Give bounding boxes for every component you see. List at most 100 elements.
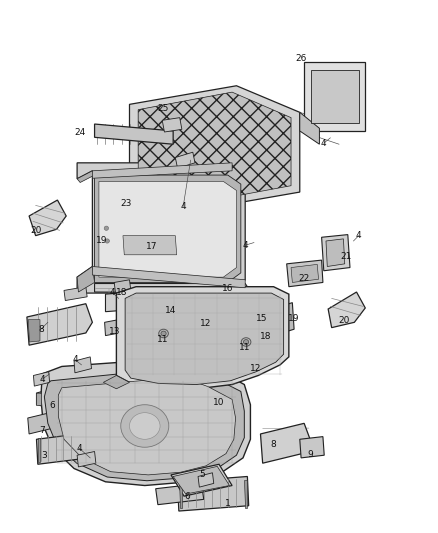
Polygon shape [77, 451, 96, 467]
Polygon shape [258, 305, 278, 330]
Text: 4: 4 [321, 139, 327, 148]
Text: 19: 19 [96, 237, 108, 246]
Polygon shape [103, 375, 130, 389]
Text: 12: 12 [200, 319, 212, 328]
Polygon shape [99, 181, 237, 277]
Text: 6: 6 [49, 401, 55, 410]
Polygon shape [198, 473, 214, 487]
Text: 18: 18 [260, 332, 272, 341]
Text: 3: 3 [42, 451, 47, 460]
Text: 13: 13 [109, 327, 120, 336]
Polygon shape [77, 266, 95, 292]
Text: 4: 4 [180, 202, 186, 211]
Text: 8: 8 [271, 440, 276, 449]
Polygon shape [130, 86, 300, 211]
Polygon shape [27, 304, 92, 345]
Text: 18: 18 [117, 287, 128, 296]
Polygon shape [106, 289, 175, 312]
Polygon shape [92, 266, 245, 288]
Ellipse shape [161, 331, 166, 336]
Text: 20: 20 [338, 316, 350, 325]
Polygon shape [173, 466, 230, 494]
Polygon shape [44, 368, 244, 481]
Polygon shape [123, 236, 177, 255]
Text: 26: 26 [295, 54, 307, 62]
Polygon shape [28, 320, 40, 342]
Polygon shape [162, 118, 182, 132]
Polygon shape [258, 328, 274, 341]
Text: 9: 9 [308, 450, 314, 459]
Text: 14: 14 [165, 305, 177, 314]
Ellipse shape [241, 338, 251, 346]
Polygon shape [125, 293, 284, 384]
Polygon shape [95, 175, 241, 282]
Polygon shape [326, 239, 345, 266]
Polygon shape [300, 437, 324, 458]
Polygon shape [261, 423, 311, 463]
Text: 11: 11 [239, 343, 250, 352]
Text: 16: 16 [222, 284, 233, 293]
Polygon shape [114, 280, 131, 293]
Polygon shape [36, 434, 81, 464]
Text: 4: 4 [77, 444, 82, 453]
Text: 19: 19 [288, 314, 300, 323]
Polygon shape [321, 235, 350, 271]
Polygon shape [179, 480, 182, 508]
Polygon shape [28, 412, 53, 434]
Polygon shape [36, 384, 71, 407]
Polygon shape [287, 260, 323, 287]
Text: 24: 24 [74, 128, 86, 137]
Text: 4: 4 [109, 287, 115, 296]
Text: 11: 11 [156, 335, 168, 344]
Polygon shape [117, 287, 289, 389]
Text: 22: 22 [298, 273, 309, 282]
Polygon shape [328, 292, 365, 328]
Text: 25: 25 [157, 103, 169, 112]
Polygon shape [300, 112, 319, 144]
Ellipse shape [159, 329, 168, 338]
Polygon shape [291, 264, 318, 282]
Polygon shape [77, 163, 245, 293]
Polygon shape [171, 464, 232, 496]
Polygon shape [121, 233, 179, 257]
Polygon shape [33, 372, 49, 386]
Text: 17: 17 [145, 242, 157, 251]
Text: 23: 23 [121, 199, 132, 208]
Polygon shape [311, 70, 359, 123]
Text: 8: 8 [38, 325, 44, 334]
Polygon shape [105, 320, 120, 336]
Text: 10: 10 [213, 398, 225, 407]
Polygon shape [58, 377, 236, 475]
Text: 6: 6 [184, 491, 190, 500]
Polygon shape [77, 171, 95, 182]
Text: 4: 4 [356, 231, 361, 240]
Text: 5: 5 [200, 471, 205, 479]
Text: 7: 7 [39, 426, 45, 435]
Polygon shape [164, 300, 251, 311]
Polygon shape [304, 62, 365, 131]
Polygon shape [29, 200, 66, 236]
Text: 4: 4 [242, 241, 248, 250]
Ellipse shape [130, 413, 160, 439]
Polygon shape [155, 483, 204, 505]
Polygon shape [177, 477, 249, 511]
Ellipse shape [105, 239, 110, 243]
Polygon shape [95, 284, 252, 293]
Polygon shape [101, 220, 115, 260]
Ellipse shape [121, 405, 169, 447]
Polygon shape [36, 393, 41, 405]
Text: 12: 12 [251, 364, 262, 373]
Polygon shape [95, 124, 173, 144]
Polygon shape [38, 438, 40, 462]
Polygon shape [92, 163, 232, 178]
Polygon shape [250, 341, 283, 351]
Polygon shape [41, 358, 251, 486]
Ellipse shape [104, 226, 109, 230]
Text: 4: 4 [39, 375, 45, 384]
Polygon shape [138, 92, 291, 203]
Polygon shape [280, 303, 294, 333]
Polygon shape [74, 357, 92, 373]
Text: 4: 4 [72, 355, 78, 364]
Text: 15: 15 [256, 313, 268, 322]
Polygon shape [64, 287, 87, 301]
